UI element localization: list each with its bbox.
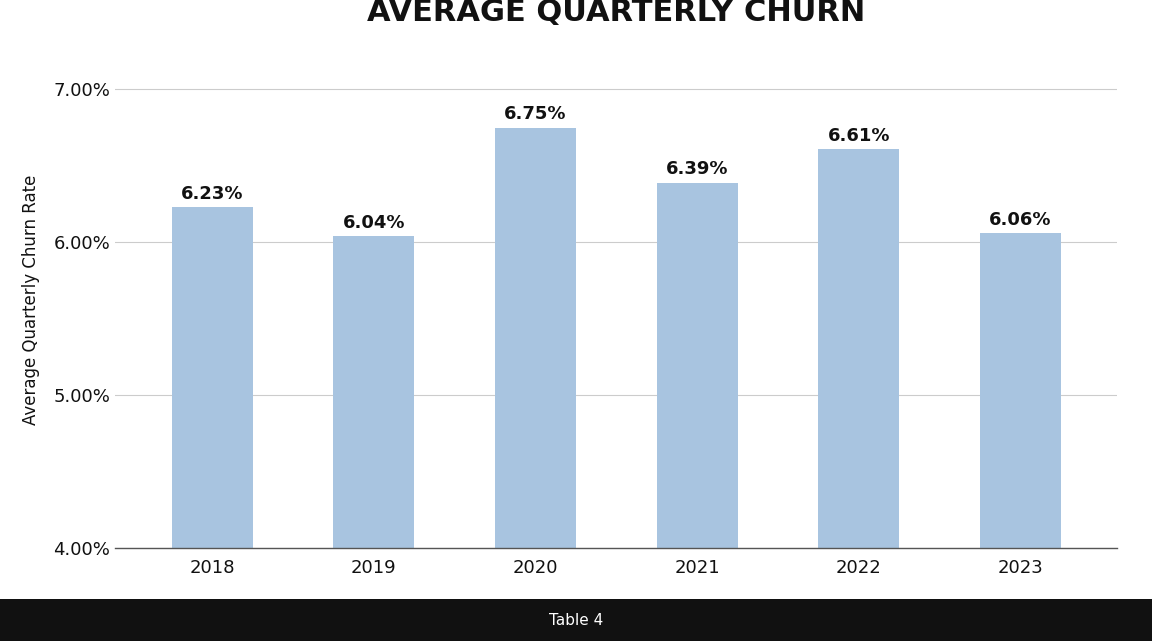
Title: SUBSCRIPTION ECONOMY INDEX
AVERAGE QUARTERLY CHURN: SUBSCRIPTION ECONOMY INDEX AVERAGE QUART… <box>339 0 894 27</box>
Bar <box>495 128 576 548</box>
Y-axis label: Average Quarterly Churn Rate: Average Quarterly Churn Rate <box>22 174 39 425</box>
Bar <box>980 233 1061 548</box>
Text: 6.04%: 6.04% <box>342 213 406 231</box>
Text: 6.23%: 6.23% <box>181 185 243 203</box>
Text: 6.61%: 6.61% <box>827 126 890 144</box>
Text: 6.75%: 6.75% <box>505 105 567 123</box>
Bar <box>818 149 900 548</box>
Text: 6.06%: 6.06% <box>990 211 1052 229</box>
Bar <box>172 207 252 548</box>
Text: 6.39%: 6.39% <box>666 160 728 178</box>
Text: Table 4: Table 4 <box>548 613 604 628</box>
Bar <box>657 183 737 548</box>
Bar <box>333 237 415 548</box>
